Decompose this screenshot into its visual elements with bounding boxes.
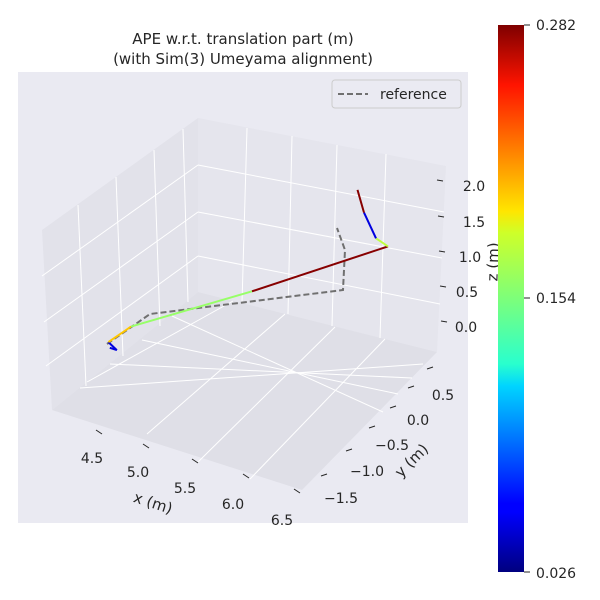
chart-title-line2: (with Sim(3) Umeyama alignment) xyxy=(113,50,373,68)
legend-reference-label: reference xyxy=(380,87,447,103)
y-tick-label: −1.5 xyxy=(324,491,358,507)
axis-tick-marks xyxy=(95,179,448,494)
colorbar xyxy=(498,25,524,572)
y-tick-label: −0.5 xyxy=(375,438,409,454)
estimate-segment-line xyxy=(251,245,389,293)
y-tick-label: 0.0 xyxy=(407,413,429,429)
x-tick-label: 4.5 xyxy=(81,451,103,467)
x-tick-label: 6.5 xyxy=(271,513,293,529)
colorbar-tick-label: 0.026 xyxy=(536,566,576,582)
estimate-segment-line xyxy=(107,341,118,352)
chart-title-line1: APE w.r.t. translation part (m) xyxy=(132,30,353,48)
legend-box xyxy=(331,79,462,109)
z-tick-label: 1.5 xyxy=(463,215,485,231)
estimated-trajectory xyxy=(107,189,389,352)
estimate-segment-line xyxy=(375,237,389,248)
legend: reference xyxy=(331,79,462,109)
grid-lines xyxy=(41,127,445,480)
estimate-segment-line xyxy=(130,290,253,328)
x-tick-label: 6.0 xyxy=(222,497,244,513)
y-tick-label: 0.5 xyxy=(432,388,454,404)
y-tick-label: −1.0 xyxy=(350,464,384,480)
colorbar-tick-label: 0.154 xyxy=(536,291,576,307)
estimate-segment-line xyxy=(363,212,377,239)
x-tick-label: 5.5 xyxy=(174,481,196,497)
estimate-segment-line xyxy=(107,325,132,343)
z-tick-label: 0.5 xyxy=(456,285,478,301)
z-axis-label: z (m) xyxy=(483,242,502,282)
z-tick-label: 2.0 xyxy=(463,179,485,195)
colorbar-tick-label: 0.282 xyxy=(536,18,576,34)
z-tick-label: 0.0 xyxy=(455,320,477,336)
estimate-segment-line xyxy=(356,189,365,213)
back-left-pane xyxy=(42,118,198,410)
x-tick-label: 5.0 xyxy=(127,465,149,481)
reference-trajectory-line xyxy=(106,227,347,345)
z-tick-label: 1.0 xyxy=(459,250,481,266)
